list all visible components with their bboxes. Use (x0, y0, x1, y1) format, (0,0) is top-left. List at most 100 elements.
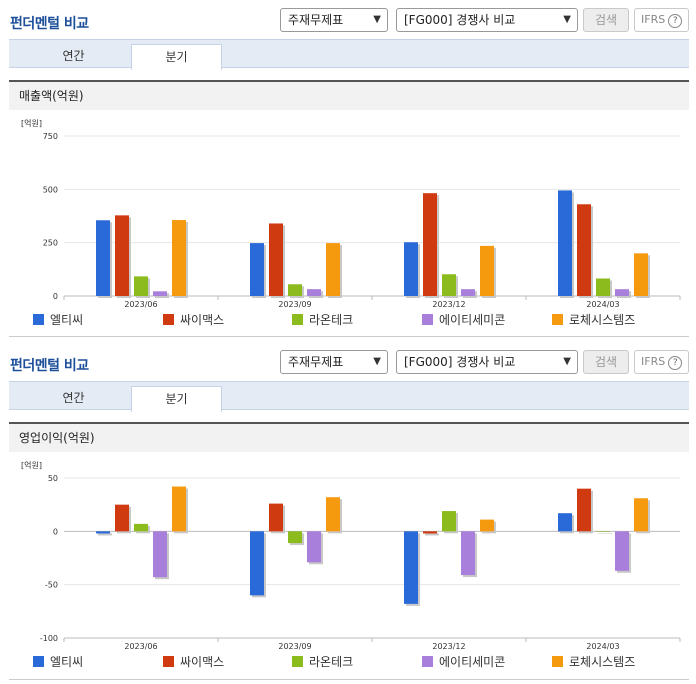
chart-legend: 엘티씨 싸이맥스 라온테크 에이티세미콘 로체시스템즈 (0, 654, 696, 672)
x-tick-label: 2023/09 (278, 300, 311, 309)
legend-item[interactable]: 싸이맥스 (163, 312, 224, 328)
search-button[interactable]: 검색 (583, 8, 629, 32)
question-icon: ? (668, 14, 683, 28)
legend-item[interactable]: 엘티씨 (33, 312, 83, 328)
tab-annual[interactable]: 연간 (62, 49, 85, 63)
legend-item[interactable]: 라온테크 (292, 654, 353, 670)
bar (153, 291, 167, 296)
fundamental-panel-1: 펀더멘털 비교 주재무제표 ▼ [FG000] 경쟁사 비교 ▼ 검색 IFRS… (0, 0, 696, 340)
legend-label: 로체시스템즈 (569, 655, 636, 669)
chevron-down-icon: ▼ (373, 356, 381, 367)
bar (172, 220, 186, 296)
legend-label: 로체시스템즈 (569, 313, 636, 327)
divider (9, 679, 689, 680)
peer-group-select[interactable]: [FG000] 경쟁사 비교 ▼ (396, 8, 578, 32)
bar-shadow (598, 533, 612, 534)
peer-group-select-value: [FG000] 경쟁사 비교 (404, 355, 516, 369)
metric-header: 매출액(억원) (9, 80, 689, 110)
bar (615, 289, 629, 296)
x-tick-label: 2023/12 (432, 300, 465, 309)
x-tick-label: 2023/09 (278, 642, 311, 651)
ifrs-label: IFRS (641, 355, 666, 368)
ifrs-help-button[interactable]: IFRS? (634, 8, 689, 32)
bar (326, 497, 340, 532)
bar (634, 253, 648, 296)
x-tick-label: 2023/12 (432, 642, 465, 651)
tab-quarterly[interactable]: 분기 (131, 386, 222, 412)
period-tabbar: 연간 분기 (9, 39, 689, 70)
chevron-down-icon: ▼ (563, 356, 571, 367)
x-tick-label: 2024/03 (586, 300, 619, 309)
chevron-down-icon: ▼ (563, 14, 571, 25)
y-tick-label: 750 (43, 132, 58, 141)
legend-swatch (552, 314, 563, 325)
question-icon: ? (668, 356, 683, 370)
legend-label: 싸이맥스 (180, 313, 225, 327)
bar (269, 503, 283, 532)
legend-label: 엘티씨 (50, 313, 84, 327)
bar (577, 488, 591, 532)
legend-item[interactable]: 로체시스템즈 (552, 312, 635, 328)
bar (634, 498, 648, 532)
bar (596, 278, 610, 296)
legend-item[interactable]: 로체시스템즈 (552, 654, 635, 670)
bar (461, 289, 475, 296)
peer-group-select-value: [FG000] 경쟁사 비교 (404, 13, 516, 27)
x-tick-label: 2023/06 (124, 300, 157, 309)
legend-item[interactable]: 라온테크 (292, 312, 353, 328)
bar-shadow (98, 533, 112, 536)
statement-select-value: 주재무제표 (288, 13, 344, 27)
bar (596, 531, 610, 532)
bar (480, 519, 494, 532)
bar (577, 204, 591, 296)
bar-shadow (425, 533, 439, 536)
metric-header: 영업이익(억원) (9, 422, 689, 452)
bar (307, 531, 321, 563)
bar (442, 274, 456, 296)
chart-legend: 엘티씨 싸이맥스 라온테크 에이티세미콘 로체시스템즈 (0, 312, 696, 330)
bar (615, 531, 629, 571)
ifrs-label: IFRS (641, 13, 666, 26)
bar (480, 245, 494, 296)
legend-swatch (292, 656, 303, 667)
y-tick-label: -100 (40, 634, 58, 643)
bar (423, 531, 437, 534)
legend-label: 싸이맥스 (180, 655, 225, 669)
bar (442, 511, 456, 532)
legend-item[interactable]: 싸이맥스 (163, 654, 224, 670)
legend-label: 라온테크 (309, 655, 354, 669)
statement-select[interactable]: 주재무제표 ▼ (280, 350, 388, 374)
search-button[interactable]: 검색 (583, 350, 629, 374)
legend-item[interactable]: 엘티씨 (33, 654, 83, 670)
statement-select-value: 주재무제표 (288, 355, 344, 369)
legend-swatch (33, 314, 44, 325)
period-tabbar: 연간 분기 (9, 381, 689, 412)
bar (115, 215, 129, 296)
bar (115, 504, 129, 532)
statement-select[interactable]: 주재무제표 ▼ (280, 8, 388, 32)
tab-quarterly[interactable]: 분기 (131, 44, 222, 70)
legend-swatch (552, 656, 563, 667)
bar (558, 513, 572, 532)
legend-swatch (163, 314, 174, 325)
y-tick-label: 500 (43, 185, 58, 194)
divider (9, 336, 689, 337)
ifrs-help-button[interactable]: IFRS? (634, 350, 689, 374)
panel-title: 펀더멘털 비교 (10, 358, 89, 374)
bar (96, 220, 110, 296)
bar (250, 243, 264, 296)
bar (404, 531, 418, 604)
bar (307, 289, 321, 296)
legend-item[interactable]: 에이티세미콘 (422, 312, 505, 328)
x-tick-label: 2024/03 (586, 642, 619, 651)
panel-header: 펀더멘털 비교 주재무제표 ▼ [FG000] 경쟁사 비교 ▼ 검색 IFRS… (0, 342, 696, 378)
peer-group-select[interactable]: [FG000] 경쟁사 비교 ▼ (396, 350, 578, 374)
fundamental-panel-2: 펀더멘털 비교 주재무제표 ▼ [FG000] 경쟁사 비교 ▼ 검색 IFRS… (0, 342, 696, 684)
y-tick-label: 250 (43, 239, 58, 248)
legend-item[interactable]: 에이티세미콘 (422, 654, 505, 670)
tab-annual[interactable]: 연간 (62, 391, 85, 405)
bar (153, 531, 167, 578)
bar-chart-operating-profit: 50 0 -50 -100 2023/06 2023/09 2023/12 2024/03 (40, 474, 681, 651)
bar (250, 531, 264, 596)
legend-label: 엘티씨 (50, 655, 84, 669)
